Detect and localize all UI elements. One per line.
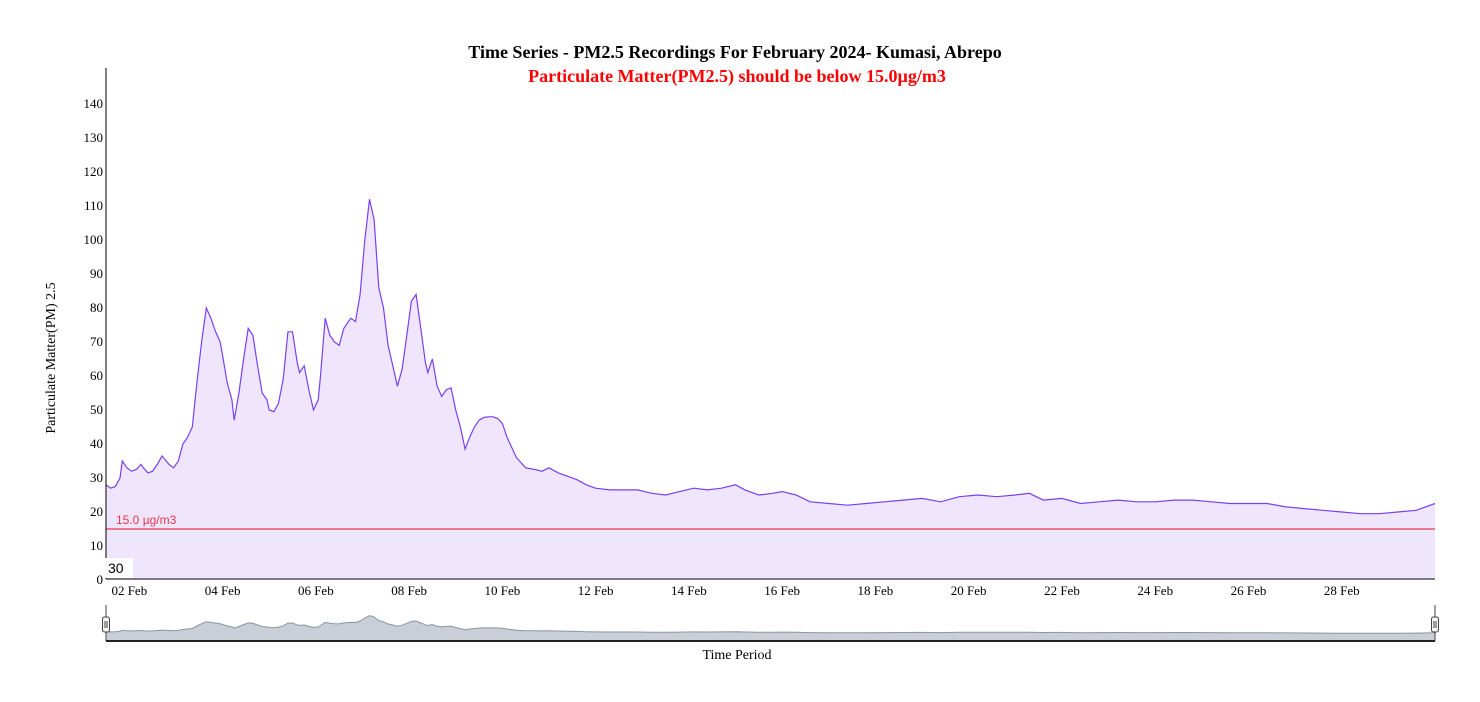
pm25-area: [106, 199, 1435, 579]
y-axis: 0 10 20 30 40 50 60 70 80 90 100 110 120 130 140: [84, 68, 107, 587]
y-tick-label: 50: [90, 402, 103, 417]
value-badge: 30: [105, 558, 133, 578]
y-tick-label: 20: [90, 504, 103, 519]
plot-area: [105, 199, 1436, 579]
navigator-area: [106, 615, 1435, 641]
y-tick-label: 140: [84, 96, 104, 111]
x-tick-label: 18 Feb: [858, 583, 894, 598]
range-navigator[interactable]: [102, 605, 1439, 642]
x-tick-label: 26 Feb: [1231, 583, 1267, 598]
navigator-line: [105, 615, 1436, 634]
chart-title: Time Series - PM2.5 Recordings For Febru…: [468, 42, 1001, 62]
threshold-label: 15.0 µg/m3: [116, 513, 177, 527]
x-tick-label: 04 Feb: [205, 583, 241, 598]
x-tick-label: 20 Feb: [951, 583, 987, 598]
x-tick-label: 28 Feb: [1324, 583, 1360, 598]
value-badge-text: 30: [108, 560, 124, 576]
navigator-handle-left[interactable]: [102, 616, 110, 633]
y-tick-label: 130: [84, 130, 104, 145]
x-tick-label: 22 Feb: [1044, 583, 1080, 598]
x-tick-label: 24 Feb: [1137, 583, 1173, 598]
x-tick-label: 02 Feb: [111, 583, 147, 598]
y-tick-label: 80: [90, 300, 103, 315]
x-tick-label: 06 Feb: [298, 583, 334, 598]
y-tick-label: 110: [84, 198, 103, 213]
x-tick-label: 14 Feb: [671, 583, 707, 598]
x-axis-label: Time Period: [702, 648, 771, 663]
y-tick-label: 90: [90, 266, 103, 281]
y-tick-label: 100: [84, 232, 104, 247]
x-axis: 02 Feb 04 Feb 06 Feb 08 Feb 10 Feb 12 Feb 14 F…: [106, 578, 1435, 598]
y-axis-label: Particulate Matter(PM) 2.5: [44, 282, 59, 433]
pm25-line: [105, 199, 1436, 515]
y-tick-label: 120: [84, 164, 104, 179]
x-tick-label: 10 Feb: [484, 583, 520, 598]
navigator-handle-right[interactable]: [1431, 616, 1439, 633]
y-tick-label: 30: [90, 470, 103, 485]
x-tick-label: 16 Feb: [764, 583, 800, 598]
value-badge-bg: [105, 558, 133, 578]
y-tick-label: 60: [90, 368, 103, 383]
y-tick-label: 0: [97, 572, 104, 587]
y-tick-label: 10: [90, 538, 103, 553]
x-tick-label: 12 Feb: [578, 583, 614, 598]
y-tick-label: 40: [90, 436, 103, 451]
chart-subtitle: Particulate Matter(PM2.5) should be belo…: [528, 66, 946, 87]
x-tick-label: 08 Feb: [391, 583, 427, 598]
y-tick-label: 70: [90, 334, 103, 349]
